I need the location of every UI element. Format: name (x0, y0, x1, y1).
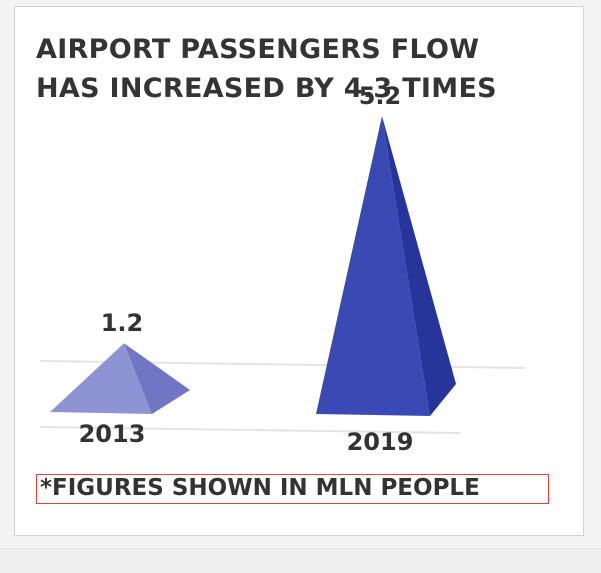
page-bottom-strip (0, 548, 601, 573)
chart-marks: 1.2 2013 5.2 2019 (50, 82, 456, 456)
value-label-2013: 1.2 (101, 309, 144, 337)
pyramid-2013-front (50, 343, 152, 414)
chart-title-line-1: AIRPORT PASSENGERS FLOW (36, 34, 480, 65)
chart-title: AIRPORT PASSENGERS FLOW HAS INCREASED BY… (36, 30, 497, 108)
value-label-2019: 5.2 (359, 82, 402, 110)
pyramid-2013-side (124, 343, 190, 414)
chart-card (14, 6, 584, 536)
category-label-2013: 2013 (79, 420, 146, 448)
pyramid-2019-front (316, 116, 430, 416)
category-label-2019: 2019 (347, 428, 414, 456)
chart-title-line-2: HAS INCREASED BY 4.3 TIMES (36, 73, 497, 104)
figures-footnote: *FIGURES SHOWN IN MLN PEOPLE (36, 474, 549, 504)
pyramid-2019-side (382, 116, 456, 416)
grid-line-lower (39, 426, 461, 434)
